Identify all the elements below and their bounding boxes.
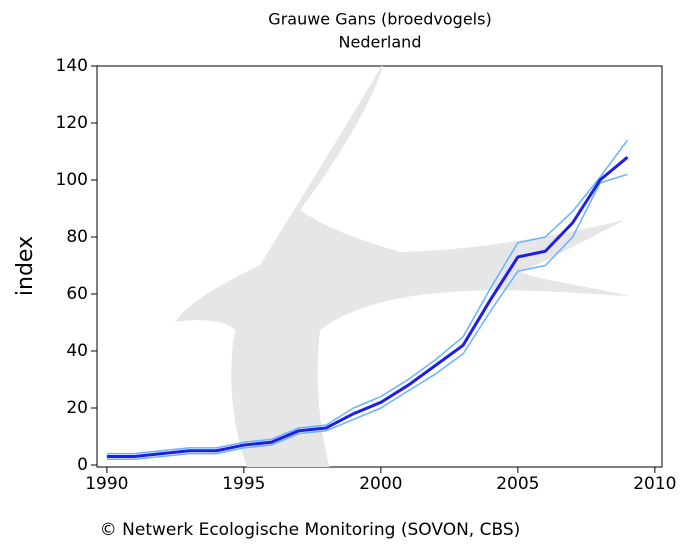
y-axis-label: index [13, 236, 38, 296]
chart: Grauwe Gans (broedvogels) Nederland inde… [0, 0, 682, 548]
footer: © Netwerk Ecologische Monitoring (SOVON,… [100, 520, 521, 540]
y-tick-label: 20 [66, 398, 88, 418]
y-tick-label: 140 [56, 56, 88, 76]
x-tick-label: 1990 [85, 474, 128, 494]
chart-subtitle: Nederland [339, 33, 422, 52]
y-tick-label: 120 [56, 113, 88, 133]
x-tick-label: 1995 [222, 474, 265, 494]
chart-title: Grauwe Gans (broedvogels) [268, 10, 491, 29]
x-tick-label: 2010 [633, 474, 676, 494]
x-tick-label: 2000 [359, 474, 402, 494]
y-tick-label: 40 [66, 341, 88, 361]
y-tick-label: 80 [66, 227, 88, 247]
y-tick-label: 60 [66, 284, 88, 304]
y-tick-label: 0 [77, 455, 88, 475]
x-tick-label: 2005 [496, 474, 539, 494]
y-tick-label: 100 [56, 170, 88, 190]
